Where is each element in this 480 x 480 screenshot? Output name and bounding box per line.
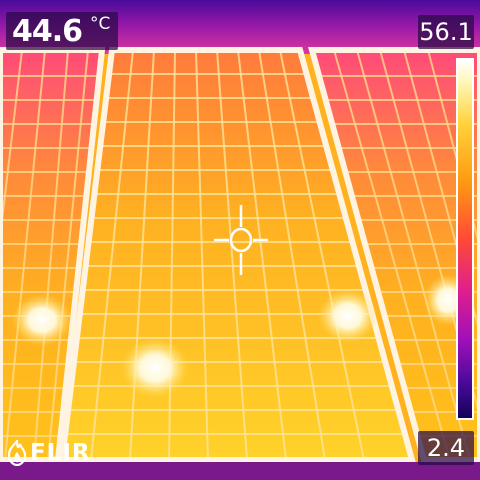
spot-temperature-value: 44.6 [12, 14, 83, 49]
temperature-unit: °C [90, 14, 111, 34]
scale-min-label: 2.4 [418, 431, 474, 465]
color-scale-bar [456, 58, 474, 420]
brand-name: FLIR [30, 440, 91, 466]
flir-flame-icon [7, 440, 27, 466]
spot-temperature-readout: 44.6 °C [6, 12, 119, 50]
scale-max-label: 56.1 [418, 15, 474, 49]
hotspot [318, 289, 378, 343]
hotspot [12, 294, 72, 346]
crosshair-icon [214, 205, 268, 275]
hotspot [121, 338, 189, 398]
brand-logo: FLIR [6, 440, 91, 466]
solar-panel-right [308, 47, 480, 463]
